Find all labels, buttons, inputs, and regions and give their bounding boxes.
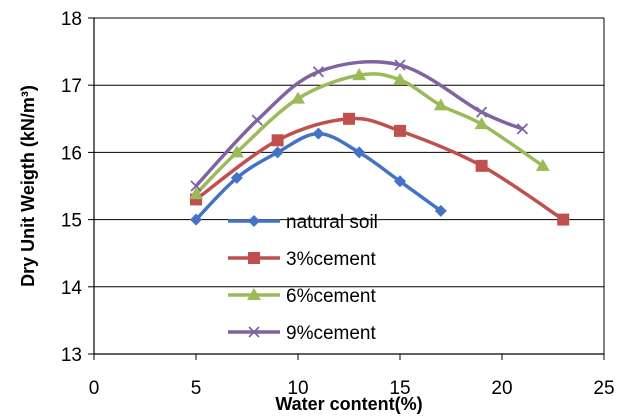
legend-entry: natural soil (228, 212, 378, 233)
data-point (535, 158, 550, 171)
marker-stroke (475, 106, 488, 118)
data-point (312, 127, 325, 140)
data-point (474, 117, 489, 130)
y-tick-label: 16 (61, 143, 82, 164)
data-point (291, 91, 305, 104)
data-point (189, 187, 203, 200)
data-point (434, 204, 447, 217)
data-point (475, 106, 488, 118)
series-2 (189, 68, 550, 200)
x-tick-label: 5 (191, 378, 202, 399)
x-tick-label: 25 (593, 378, 614, 399)
marker-stroke (190, 180, 202, 192)
data-point (394, 59, 406, 71)
data-point (190, 180, 202, 192)
data-point (343, 112, 355, 125)
data-point (394, 124, 406, 137)
data-point (312, 66, 325, 78)
data-point (271, 134, 284, 147)
data-point (475, 159, 488, 172)
data-point (271, 146, 284, 159)
marker-stroke (312, 66, 325, 78)
legend-label: 9%cement (286, 323, 376, 344)
data-point (516, 123, 529, 135)
marker-stroke (516, 123, 529, 135)
legend-marker (248, 326, 260, 338)
y-axis-title: Dry Unit Weigth (kN/m³) (18, 85, 38, 287)
data-point (190, 213, 202, 226)
legend-entry: 9%cement (228, 323, 376, 344)
y-tick-label: 17 (61, 76, 82, 97)
data-series (189, 59, 570, 226)
x-tick-label: 15 (389, 378, 410, 399)
y-tick-label: 15 (61, 211, 82, 232)
legend-label: 6%cement (286, 286, 376, 307)
data-point (557, 213, 570, 226)
data-point (229, 145, 244, 158)
legend-entry: 3%cement (228, 249, 376, 270)
series-3 (190, 59, 529, 192)
data-point (393, 72, 407, 85)
series-line (194, 116, 565, 222)
axes (88, 17, 605, 360)
marker-stroke (251, 114, 263, 126)
legend-label: 3%cement (286, 249, 376, 270)
legend-label: natural soil (286, 212, 378, 233)
series-0 (190, 127, 447, 226)
series-line (194, 60, 524, 188)
legend-marker (248, 252, 260, 264)
x-axis-title: Water content(%) (275, 394, 422, 414)
y-tick-label: 14 (61, 278, 83, 299)
data-point (433, 98, 448, 111)
y-tick-label: 13 (61, 345, 82, 366)
x-tick-label: 20 (491, 378, 512, 399)
x-tick-label: 10 (287, 378, 308, 399)
data-point (353, 146, 366, 159)
data-point (352, 68, 367, 81)
gridlines (94, 17, 604, 288)
y-tick-label: 18 (61, 9, 82, 30)
data-point (230, 171, 243, 184)
data-point (394, 175, 406, 188)
marker-stroke (394, 59, 406, 71)
legend: natural soil 3%cement 6%cement 9%cement (228, 212, 378, 344)
legend-marker (247, 288, 261, 300)
data-point (251, 114, 263, 126)
legend-marker (248, 215, 260, 227)
series-line (194, 72, 544, 196)
x-tick-label: 0 (89, 378, 100, 399)
tick-labels: 13 14 15 16 17 18 0 5 10 15 20 25 (61, 9, 615, 399)
marker-stroke (248, 326, 260, 338)
legend-entry: 6%cement (228, 286, 376, 307)
series-1 (190, 112, 570, 226)
